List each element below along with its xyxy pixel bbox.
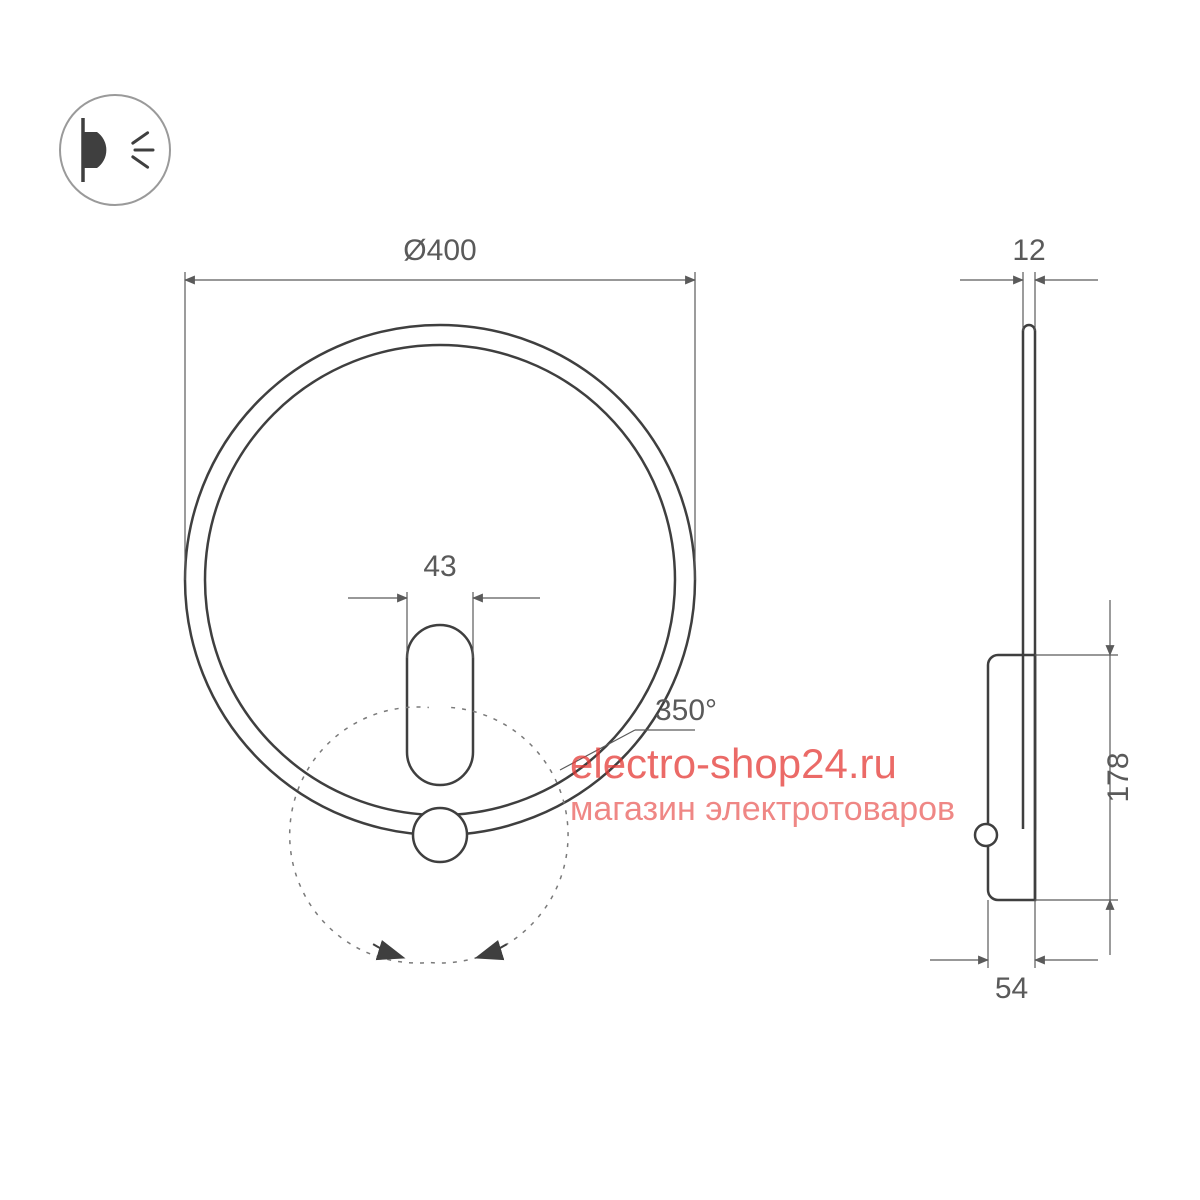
watermark: electro-shop24.ru магазин электротоваров [570,740,955,828]
dim-bracket-depth: 54 [995,972,1028,1005]
side-view [975,325,1035,900]
dim-bracket-height: 178 [1102,752,1135,802]
wall-light-icon [60,95,170,205]
svg-text:electro-shop24.ru: electro-shop24.ru [570,740,897,787]
svg-text:магазин электротоваров: магазин электротоваров [570,790,955,828]
dim-diameter: Ø400 [403,234,476,267]
dim-rotation-angle: 350° [655,694,717,727]
dim-slot-width: 43 [423,550,456,583]
front-view [185,325,695,963]
dim-plate-thickness: 12 [1012,234,1045,267]
